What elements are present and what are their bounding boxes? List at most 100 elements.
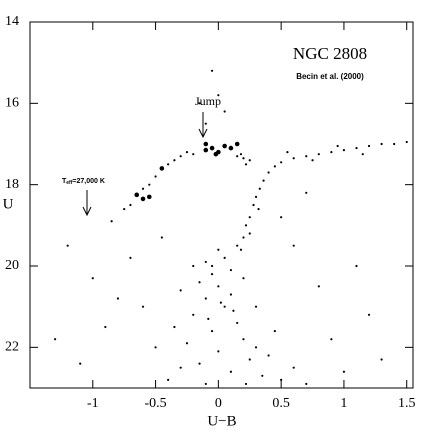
star-point [148, 183, 151, 186]
star-point [173, 159, 176, 162]
star-point [393, 142, 396, 146]
star-point [280, 216, 283, 219]
star-point [204, 260, 207, 264]
star-point [330, 151, 333, 154]
x-tick-label: -0.5 [144, 396, 166, 411]
star-point [154, 346, 157, 349]
star-point [292, 244, 295, 247]
star-point [66, 244, 69, 247]
star-point [219, 301, 222, 304]
star-point [192, 264, 195, 268]
star-point [257, 207, 260, 211]
y-tick-label: 14 [5, 14, 19, 29]
star-point [192, 313, 195, 316]
highlight-point [203, 141, 209, 147]
star-point [236, 244, 239, 247]
star-point [355, 264, 358, 268]
star-point [267, 354, 270, 357]
star-point [342, 149, 346, 152]
star-point [217, 248, 220, 251]
teff-t: T [62, 178, 67, 185]
x-tick-label: 1.5 [398, 396, 416, 411]
plot-frame [29, 21, 414, 389]
star-point [405, 140, 408, 144]
star-point [286, 151, 289, 154]
star-point [129, 256, 132, 259]
star-point [254, 195, 258, 198]
star-point [317, 285, 320, 288]
star-point [167, 163, 170, 166]
star-point [167, 378, 170, 381]
star-point [210, 273, 214, 276]
highlight-point [134, 192, 140, 198]
star-point [361, 153, 364, 156]
highlight-point [159, 166, 165, 171]
star-point [305, 382, 308, 386]
star-point [236, 155, 239, 158]
star-point [198, 362, 201, 365]
star-point [160, 236, 163, 239]
star-point [229, 293, 233, 296]
star-point [207, 317, 210, 320]
star-point [261, 374, 264, 377]
star-point [367, 144, 371, 148]
star-point [210, 329, 214, 333]
star-point [254, 346, 258, 349]
star-point [179, 155, 182, 158]
star-point [280, 161, 283, 164]
star-point [217, 350, 220, 353]
x-axis-label: U−B [207, 413, 236, 429]
star-point [258, 187, 261, 190]
star-point [116, 297, 120, 300]
star-point [273, 329, 276, 333]
star-point [239, 153, 243, 156]
star-point [292, 157, 295, 160]
x-tick-label: 0 [215, 396, 222, 411]
star-point [198, 102, 201, 105]
y-tick-label: 22 [5, 340, 19, 355]
star-point [223, 305, 226, 308]
star-point [185, 342, 189, 345]
star-point [273, 165, 276, 168]
star-point [317, 153, 320, 156]
star-point [305, 155, 308, 158]
star-point [229, 268, 233, 272]
star-point [223, 110, 226, 113]
star-point [236, 321, 239, 325]
star-point [123, 207, 126, 211]
star-point [242, 236, 245, 239]
x-tick-label: 1 [340, 396, 347, 411]
star-point [141, 305, 145, 308]
highlight-point [213, 151, 219, 157]
star-point [54, 338, 57, 341]
star-point [292, 366, 295, 369]
star-point [210, 264, 214, 268]
highlight-point [228, 145, 234, 151]
highlight-point [222, 143, 227, 149]
star-point [305, 191, 308, 194]
star-point [367, 313, 371, 316]
chart-title: NGC 2808 [293, 44, 367, 63]
highlight-point [203, 147, 209, 153]
highlight-point [140, 196, 146, 202]
star-point [91, 277, 94, 280]
star-point [204, 382, 207, 386]
star-point [242, 338, 245, 341]
teff-arrowhead [82, 206, 92, 217]
star-point [198, 281, 201, 284]
star-point [217, 94, 220, 97]
star-point [223, 256, 226, 259]
x-tick-label: -1 [87, 396, 99, 411]
highlight-point [209, 145, 215, 151]
y-tick-label: 16 [5, 96, 19, 111]
teff-value: =27,000 K [72, 178, 105, 185]
star-point [242, 157, 245, 160]
star-point [173, 325, 176, 329]
star-point [330, 338, 333, 341]
teff-label: Teff=27,000 K [62, 178, 105, 186]
star-point [79, 362, 82, 365]
y-tick-label: 18 [5, 177, 19, 192]
star-point [248, 216, 251, 219]
star-point [244, 163, 248, 166]
teff-sub: eff [66, 180, 72, 186]
